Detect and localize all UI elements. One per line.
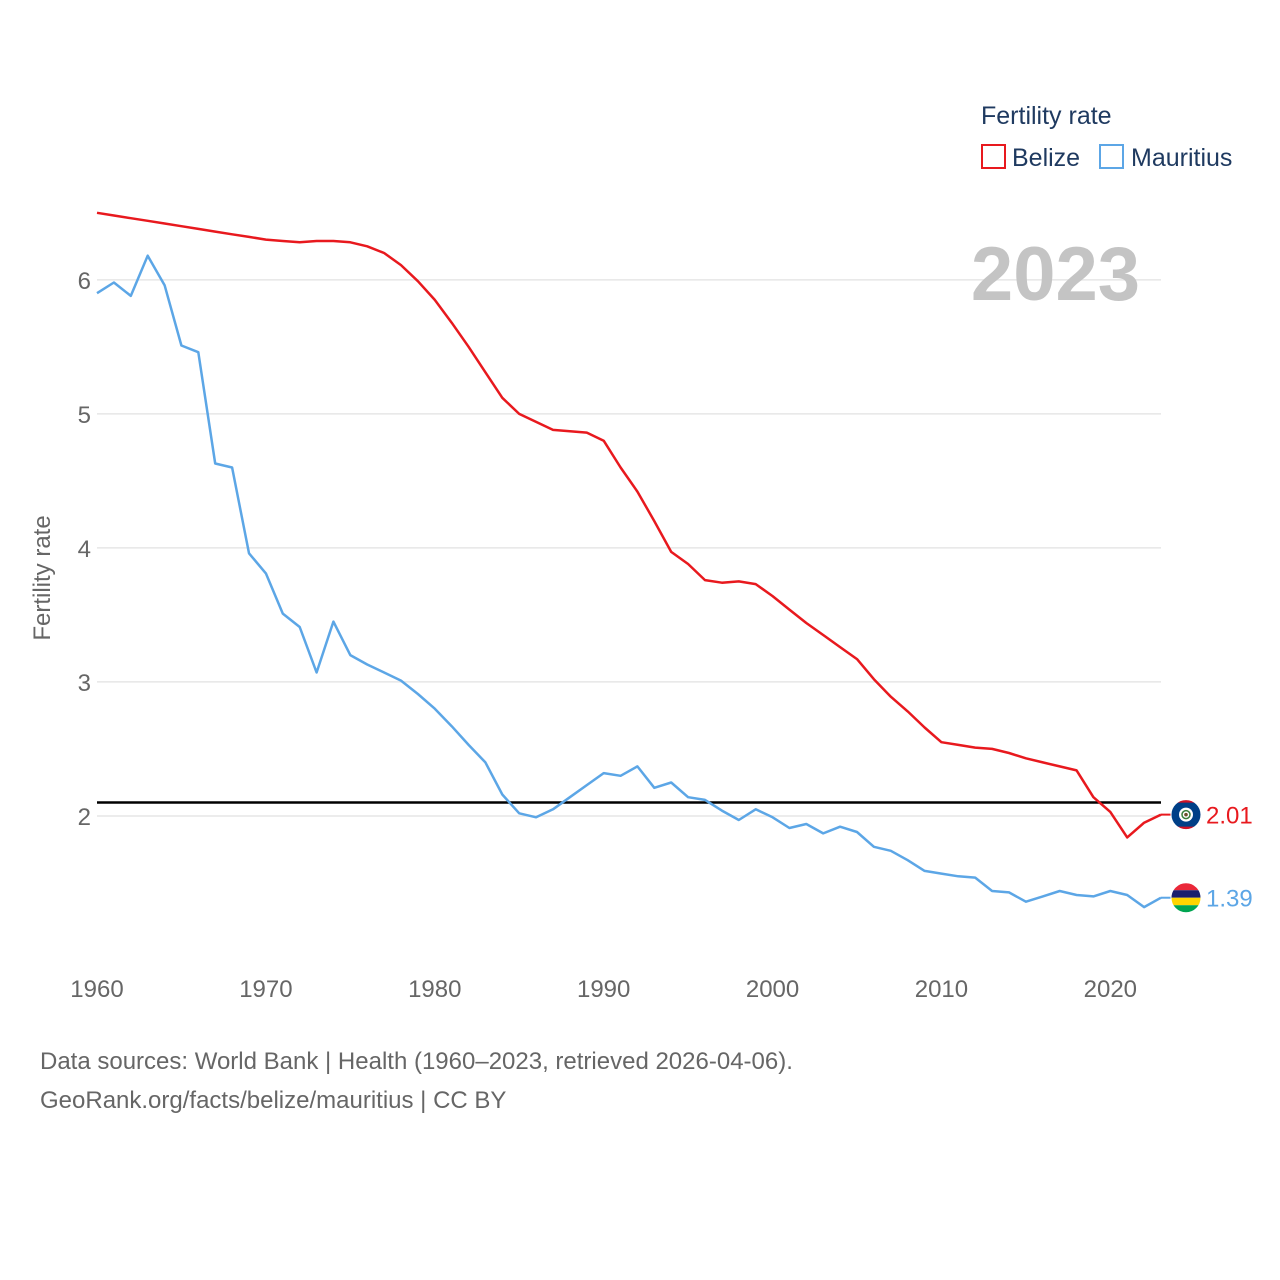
y-tick-label-2: 2: [78, 804, 91, 831]
grid-lines: [97, 279, 1161, 817]
series-line-mauritius: [96, 254, 1162, 909]
y-tick-label-3: 3: [78, 670, 91, 697]
x-tick-label-2020: 2020: [1084, 976, 1137, 1003]
flag-mauritius-stripe-1: [1171, 890, 1201, 898]
belize-flag-icon: [1170, 799, 1202, 831]
mauritius-flag-icon: [1170, 882, 1202, 914]
legend-item-mauritius[interactable]: Mauritius: [1099, 144, 1232, 172]
flag-border-mauritius: [1170, 882, 1202, 914]
source-line-1: Data sources: World Bank | Health (1960–…: [40, 1048, 793, 1075]
series-line-belize: [96, 211, 1162, 839]
x-tick-label-1970: 1970: [239, 976, 292, 1003]
x-tick-label-1960: 1960: [70, 976, 123, 1003]
legend-label-mauritius: Mauritius: [1131, 144, 1232, 172]
legend-label-belize: Belize: [1012, 144, 1080, 172]
end-value-label-belize: 2.01: [1206, 803, 1253, 830]
flag-mauritius-stripe-3: [1171, 905, 1201, 913]
source-line-2[interactable]: GeoRank.org/facts/belize/mauritius | CC …: [40, 1087, 507, 1114]
legend-item-belize[interactable]: Belize: [981, 144, 1080, 172]
fertility-chart: 2 3 4 5 6 1960 1970 1980 1990 2000 2010 2020 Ferti…: [29, 102, 1253, 1003]
x-tick-label-2010: 2010: [915, 976, 968, 1003]
x-tick-label-2000: 2000: [746, 976, 799, 1003]
series-end-markers: 2.01 1.39: [1161, 799, 1253, 914]
legend-swatch-mauritius: [1099, 144, 1124, 169]
y-tick-label-4: 4: [78, 536, 91, 563]
legend: Fertility rate Belize Mauritius: [981, 102, 1232, 172]
y-axis-title: Fertility rate: [29, 515, 56, 640]
flag-mauritius-stripe-2: [1171, 897, 1201, 906]
x-tick-label-1980: 1980: [408, 976, 461, 1003]
flag-mauritius-stripe-0: [1171, 882, 1201, 891]
flag-belize-emblem: [1184, 812, 1188, 817]
x-axis-ticks: 1960 1970 1980 1990 2000 2010 2020: [70, 976, 1137, 1003]
flag-belize-wreath: [1181, 809, 1191, 820]
y-axis-ticks: 2 3 4 5 6: [78, 268, 91, 831]
legend-swatch-belize: [981, 144, 1006, 169]
year-label: 2023: [971, 232, 1140, 317]
y-tick-label-5: 5: [78, 402, 91, 429]
source-note: Data sources: World Bank | Health (1960–…: [40, 1042, 793, 1120]
series-lines: [96, 211, 1162, 909]
end-value-label-mauritius: 1.39: [1206, 886, 1253, 913]
flag-border-belize: [1170, 799, 1202, 831]
y-tick-label-6: 6: [78, 268, 91, 295]
x-tick-label-1990: 1990: [577, 976, 630, 1003]
legend-title: Fertility rate: [981, 102, 1112, 130]
